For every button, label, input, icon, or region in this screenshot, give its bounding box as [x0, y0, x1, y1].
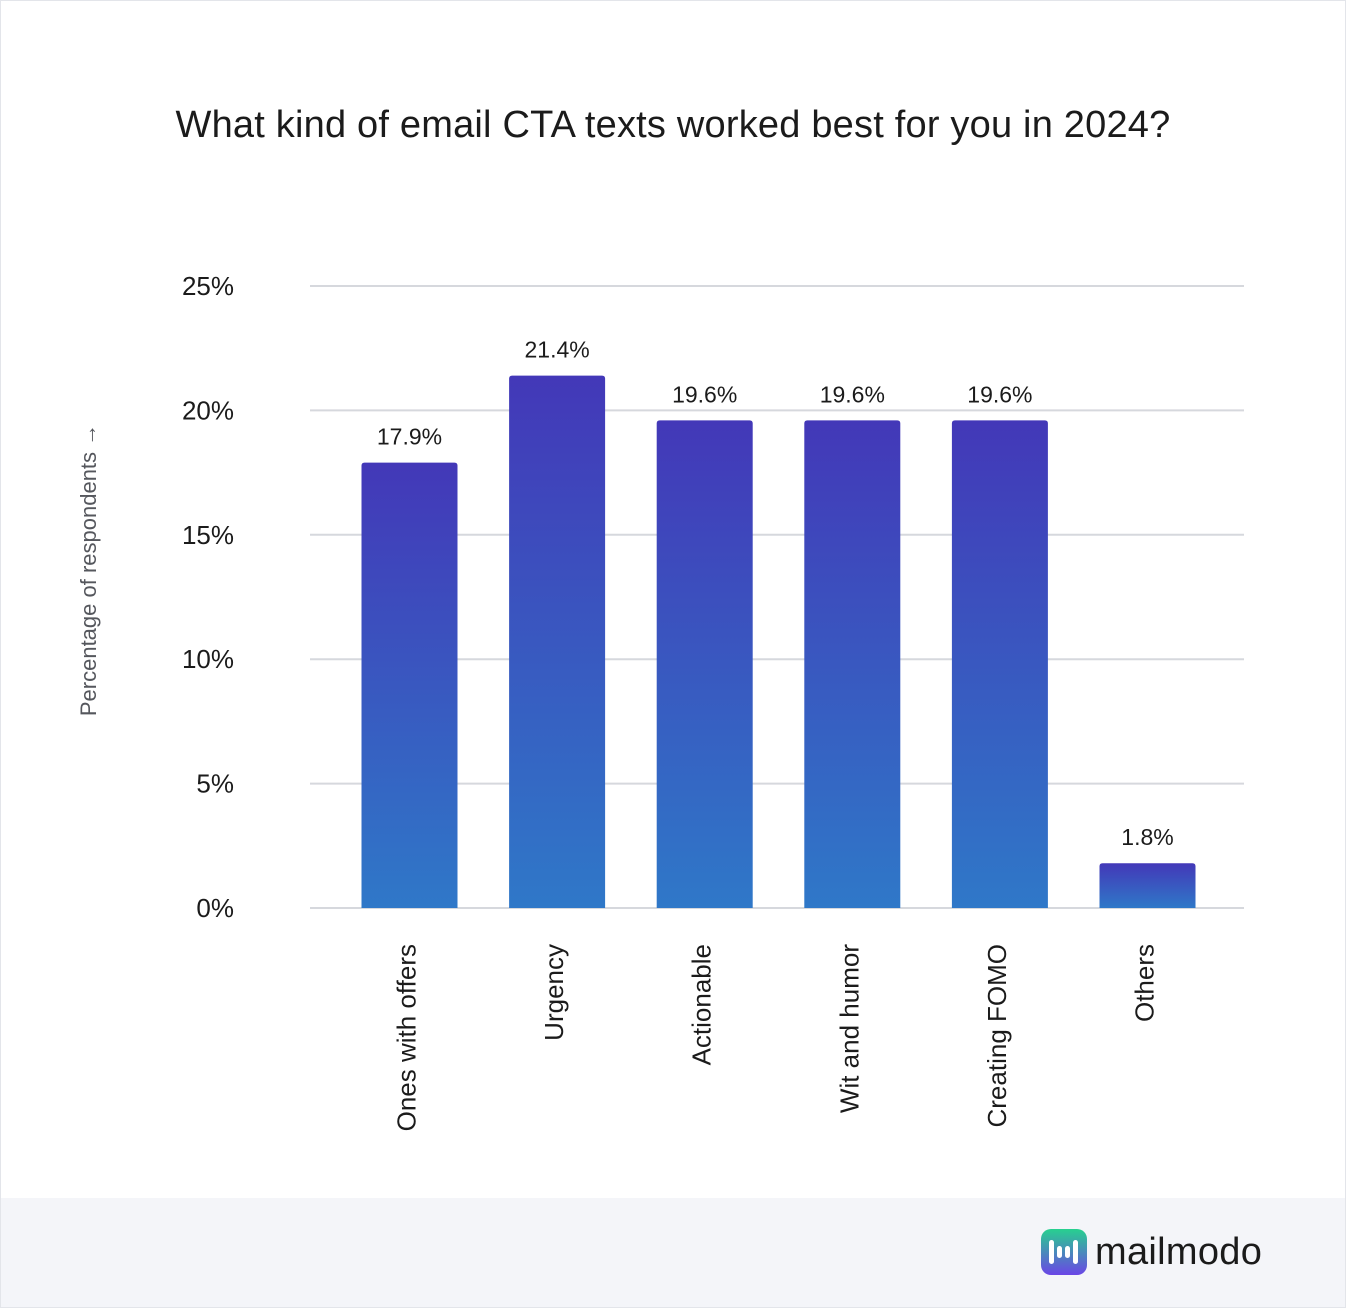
x-tick-label: Others [1130, 944, 1160, 1022]
data-label: 21.4% [524, 337, 589, 363]
data-label: 19.6% [672, 381, 737, 407]
y-tick-label: 20% [182, 395, 234, 425]
bar-chart: 0% 5% 10% 15% 20% 25% 17.9% 21.4% 19.6% 19.6% 19.… [76, 271, 1244, 1132]
y-tick-label: 15% [182, 520, 234, 550]
y-tick-label: 5% [196, 769, 234, 799]
x-tick-label: Ones with offers [392, 944, 422, 1131]
brand-logo: mailmodo [1041, 1228, 1262, 1276]
bar [361, 462, 458, 908]
y-axis-label: Percentage of respondents → [76, 424, 101, 716]
chart-title: What kind of email CTA texts worked best… [175, 104, 1171, 146]
y-tick-label: 10% [182, 644, 234, 674]
x-tick-label: Actionable [687, 944, 717, 1065]
data-label: 1.8% [1121, 824, 1173, 850]
bar [656, 420, 753, 908]
gridlines [310, 285, 1244, 909]
y-tick-labels: 0% 5% 10% 15% 20% 25% [182, 271, 234, 923]
x-tick-labels: Ones with offers Urgency Actionable Wit and… [392, 944, 1160, 1132]
data-labels: 17.9% 21.4% 19.6% 19.6% 19.6% 1.8% [377, 337, 1174, 851]
bar [951, 420, 1048, 908]
brand-name: mailmodo [1095, 1230, 1263, 1273]
x-tick-label: Wit and humor [834, 944, 864, 1113]
bar [509, 375, 606, 908]
data-label: 17.9% [377, 424, 442, 450]
x-tick-label: Urgency [539, 944, 569, 1041]
x-tick-label: Creating FOMO [982, 944, 1012, 1128]
mailmodo-logo-icon [1041, 1229, 1087, 1275]
footer-band [1, 1198, 1345, 1307]
data-label: 19.6% [820, 381, 885, 407]
bar [1099, 863, 1196, 908]
bar [804, 420, 901, 908]
y-tick-label: 0% [196, 893, 234, 923]
bars [361, 375, 1196, 908]
data-label: 19.6% [967, 381, 1032, 407]
y-tick-label: 25% [182, 271, 234, 301]
